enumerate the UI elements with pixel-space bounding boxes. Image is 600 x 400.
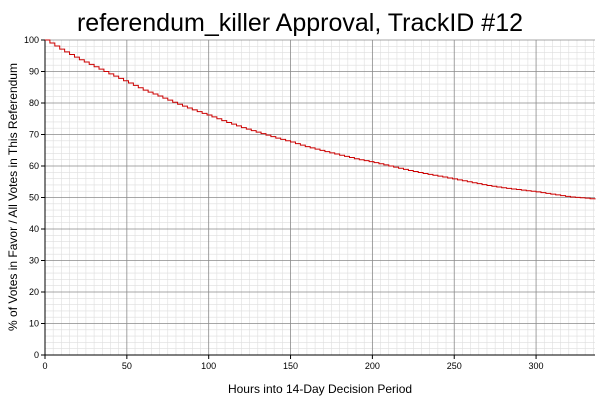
x-tick-label: 200 xyxy=(365,361,380,371)
major-grid xyxy=(45,39,595,355)
y-tick-label: 0 xyxy=(34,350,39,360)
chart-title: referendum_killer Approval, TrackID #12 xyxy=(77,9,523,37)
x-tick-label: 50 xyxy=(122,361,132,371)
x-tick-label: 300 xyxy=(529,361,544,371)
y-tick-label: 20 xyxy=(29,287,39,297)
y-tick-label: 10 xyxy=(29,319,39,329)
y-tick-label: 90 xyxy=(29,67,39,77)
y-tick-label: 100 xyxy=(24,35,39,45)
x-axis-label: Hours into 14-Day Decision Period xyxy=(228,382,412,396)
y-tick-label: 70 xyxy=(29,130,39,140)
x-tick-label: 150 xyxy=(283,361,298,371)
y-tick-label: 60 xyxy=(29,161,39,171)
tick-labels: 0 50 100 150 200 250 300 0 10 20 30 40 50 60 70 80 90 100 xyxy=(24,35,544,371)
x-tick-label: 250 xyxy=(447,361,462,371)
y-tick-label: 50 xyxy=(29,193,39,203)
y-tick-label: 30 xyxy=(29,256,39,266)
series-layer xyxy=(45,39,596,200)
x-tick-label: 0 xyxy=(42,361,47,371)
y-tick-label: 40 xyxy=(29,224,39,234)
y-axis-label: % of Votes in Favor / All Votes in This … xyxy=(6,63,20,331)
x-tick-label: 100 xyxy=(201,361,216,371)
y-tick-label: 80 xyxy=(29,98,39,108)
series-line xyxy=(45,39,596,200)
